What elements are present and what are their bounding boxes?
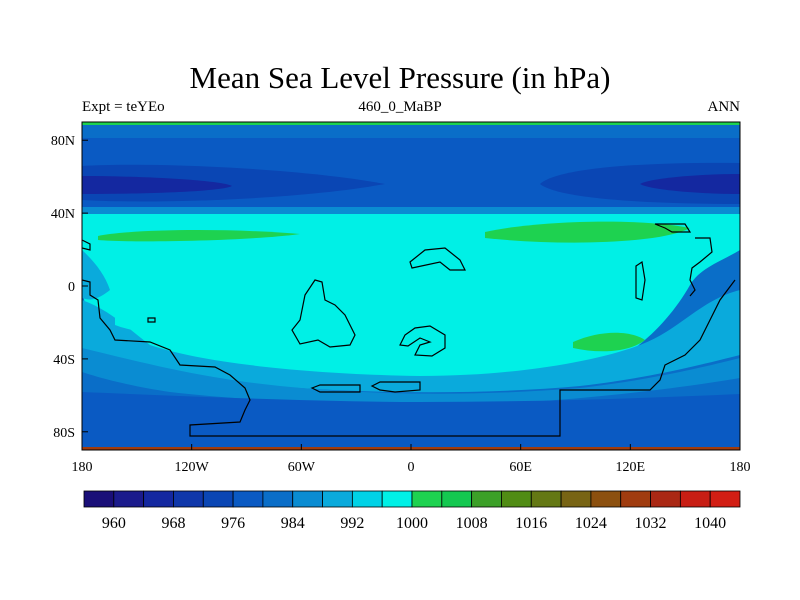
colorbar-label: 976 bbox=[221, 515, 245, 532]
colorbar-swatch bbox=[590, 490, 622, 508]
field-low-cell-east bbox=[540, 162, 740, 204]
colorbar-swatch bbox=[202, 490, 234, 508]
colorbar-swatch bbox=[530, 490, 562, 508]
coast-island-f bbox=[689, 237, 713, 297]
colorbar-swatch bbox=[173, 490, 204, 508]
x-tick-label: 180 bbox=[72, 460, 93, 475]
coast-west-sliver bbox=[82, 239, 91, 251]
colorbar-label: 1016 bbox=[515, 515, 547, 532]
x-tick-label: 60E bbox=[509, 460, 532, 475]
y-tick-label: 40N bbox=[51, 207, 75, 222]
coast-island-d bbox=[370, 381, 421, 393]
colorbar-label: 1000 bbox=[396, 515, 428, 532]
colorbar-swatch bbox=[709, 490, 741, 508]
colorbar-swatch bbox=[143, 490, 174, 508]
colorbar-swatch bbox=[650, 490, 681, 508]
y-axis: 80N 40N 0 40S 80S bbox=[51, 134, 88, 441]
coast-islet bbox=[147, 317, 156, 323]
colorbar-swatch bbox=[381, 490, 413, 508]
colorbar-label: 968 bbox=[161, 515, 185, 532]
field-low-cell-west-core bbox=[82, 176, 232, 194]
field-high-cell-atlantic bbox=[98, 230, 300, 242]
colorbar-label: 960 bbox=[102, 515, 126, 532]
colorbar-label: 1008 bbox=[456, 515, 488, 532]
colorbar-label: 1024 bbox=[575, 515, 607, 532]
x-tick-label: 180 bbox=[730, 460, 751, 475]
coast-island-g bbox=[654, 223, 692, 233]
colorbar-swatch bbox=[411, 490, 443, 508]
field-south-transition bbox=[82, 290, 740, 393]
colorbar-swatch bbox=[679, 490, 711, 508]
colorbar-swatch bbox=[620, 490, 651, 508]
coast-continent bbox=[82, 279, 736, 437]
coast-island-e bbox=[635, 260, 646, 301]
colorbar: 960 968 976 984 992 1000 1008 1016 1024 1032 1040 bbox=[83, 490, 741, 532]
colorbar-swatch bbox=[83, 490, 115, 508]
y-tick-label: 80S bbox=[53, 426, 75, 441]
colorbar-label: 1032 bbox=[635, 515, 667, 532]
coast-island-c bbox=[310, 384, 361, 393]
colorbar-swatch bbox=[471, 490, 502, 508]
colorbar-swatch bbox=[232, 490, 264, 508]
colorbar-swatch bbox=[322, 490, 353, 508]
x-tick-label: 120W bbox=[175, 460, 210, 475]
pressure-field bbox=[82, 122, 740, 450]
field-west-edge bbox=[82, 250, 110, 300]
colorbar-label: 1040 bbox=[694, 515, 726, 532]
colorbar-label: 984 bbox=[281, 515, 305, 532]
coast-island-b bbox=[399, 325, 446, 357]
field-high-cell-south bbox=[573, 332, 645, 352]
y-tick-label: 80N bbox=[51, 134, 75, 149]
experiment-label: Expt = teYEo bbox=[82, 99, 165, 115]
colorbar-swatch bbox=[441, 490, 473, 508]
x-tick-label: 0 bbox=[408, 460, 415, 475]
coast-block-north bbox=[409, 247, 466, 271]
colorbar-label: 992 bbox=[340, 515, 364, 532]
period-label: 460_0_MaBP bbox=[358, 99, 442, 115]
x-axis: 180 120W 60W 0 60E 120E 180 bbox=[72, 444, 751, 475]
colorbar-swatch bbox=[501, 490, 532, 508]
field-high-cell-north bbox=[485, 221, 690, 243]
x-tick-label: 120E bbox=[616, 460, 646, 475]
field-north-edge bbox=[82, 122, 740, 125]
colorbar-swatch bbox=[351, 490, 383, 508]
x-tick-label: 60W bbox=[288, 460, 316, 475]
field-pacific-lobe bbox=[115, 304, 410, 348]
coast-island-a bbox=[291, 279, 356, 348]
colorbar-swatch bbox=[262, 490, 294, 508]
coastlines bbox=[82, 223, 736, 437]
y-tick-label: 0 bbox=[68, 280, 75, 295]
colorbar-swatch bbox=[113, 490, 145, 508]
colorbar-swatch bbox=[292, 490, 323, 508]
colorbar-swatch bbox=[560, 490, 592, 508]
field-low-cell-east-core bbox=[640, 174, 740, 194]
y-tick-label: 40S bbox=[53, 353, 75, 368]
chart-title: Mean Sea Level Pressure (in hPa) bbox=[189, 60, 611, 95]
season-label: ANN bbox=[707, 99, 741, 115]
field-north-cap bbox=[82, 122, 740, 138]
